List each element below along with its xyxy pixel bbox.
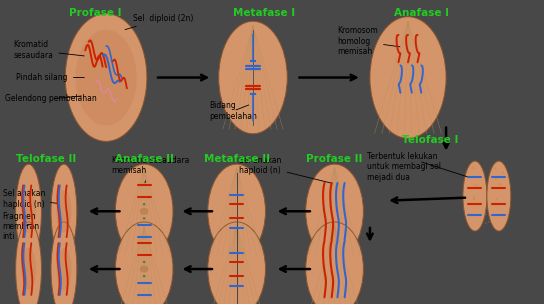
Text: Gelendong pembelahan: Gelendong pembelahan	[5, 94, 97, 103]
Ellipse shape	[472, 167, 474, 169]
Ellipse shape	[474, 184, 475, 186]
Text: Sel anakan
haploid (n): Sel anakan haploid (n)	[3, 189, 57, 209]
Ellipse shape	[306, 222, 363, 304]
Text: Profase II: Profase II	[306, 154, 363, 164]
Ellipse shape	[485, 222, 486, 224]
Ellipse shape	[219, 21, 287, 134]
Ellipse shape	[484, 211, 486, 213]
Text: Anafase II: Anafase II	[115, 154, 174, 164]
Ellipse shape	[494, 168, 496, 169]
Text: Profase I: Profase I	[69, 8, 121, 18]
Text: Metafase I: Metafase I	[233, 8, 295, 18]
Text: Kromosom
homolog
memisah: Kromosom homolog memisah	[337, 26, 400, 56]
Ellipse shape	[21, 190, 36, 233]
Text: Kromatid sesaudara
memisah: Kromatid sesaudara memisah	[112, 156, 189, 183]
Ellipse shape	[495, 178, 497, 180]
Ellipse shape	[488, 221, 490, 223]
Text: Sel anakan
haploid (n): Sel anakan haploid (n)	[239, 156, 332, 183]
Ellipse shape	[477, 185, 478, 187]
Text: Metafase II: Metafase II	[203, 154, 270, 164]
Ellipse shape	[498, 184, 500, 185]
Ellipse shape	[496, 213, 497, 215]
Ellipse shape	[496, 199, 497, 201]
Text: Telofase II: Telofase II	[16, 154, 76, 164]
Ellipse shape	[473, 198, 475, 200]
Ellipse shape	[208, 222, 265, 304]
Ellipse shape	[491, 176, 493, 178]
Text: Terbentuk lekukan
untuk membagi sel
mejadi dua: Terbentuk lekukan untuk membagi sel meja…	[367, 152, 441, 182]
Ellipse shape	[16, 222, 41, 304]
Text: Sel  diploid (2n): Sel diploid (2n)	[125, 14, 194, 29]
Ellipse shape	[143, 203, 146, 206]
Ellipse shape	[115, 164, 173, 258]
Ellipse shape	[503, 172, 504, 174]
Ellipse shape	[473, 197, 475, 199]
Ellipse shape	[21, 248, 36, 290]
Ellipse shape	[115, 222, 173, 304]
Ellipse shape	[140, 208, 149, 215]
Ellipse shape	[370, 17, 446, 138]
Ellipse shape	[16, 164, 41, 258]
Ellipse shape	[140, 265, 149, 273]
Ellipse shape	[143, 261, 146, 263]
Ellipse shape	[51, 222, 77, 304]
Ellipse shape	[208, 164, 265, 258]
Text: Pindah silang: Pindah silang	[16, 73, 84, 82]
Ellipse shape	[143, 217, 146, 219]
Ellipse shape	[57, 248, 71, 290]
Text: Fragmen
membran
inti: Fragmen membran inti	[3, 212, 40, 241]
Ellipse shape	[497, 187, 499, 189]
Ellipse shape	[495, 204, 497, 206]
Ellipse shape	[485, 214, 487, 216]
Ellipse shape	[306, 164, 363, 258]
Text: Telofase I: Telofase I	[401, 135, 458, 145]
Ellipse shape	[143, 275, 146, 277]
Text: Anafase I: Anafase I	[394, 8, 449, 18]
Ellipse shape	[57, 190, 71, 233]
Text: Kromatid
sesaudara: Kromatid sesaudara	[14, 40, 84, 60]
Ellipse shape	[480, 203, 481, 205]
Ellipse shape	[76, 30, 137, 126]
Ellipse shape	[51, 164, 77, 258]
Ellipse shape	[463, 161, 487, 231]
Text: Bidang
pembelahan: Bidang pembelahan	[209, 101, 257, 121]
Ellipse shape	[487, 161, 511, 231]
Ellipse shape	[65, 14, 147, 141]
Ellipse shape	[481, 170, 483, 171]
